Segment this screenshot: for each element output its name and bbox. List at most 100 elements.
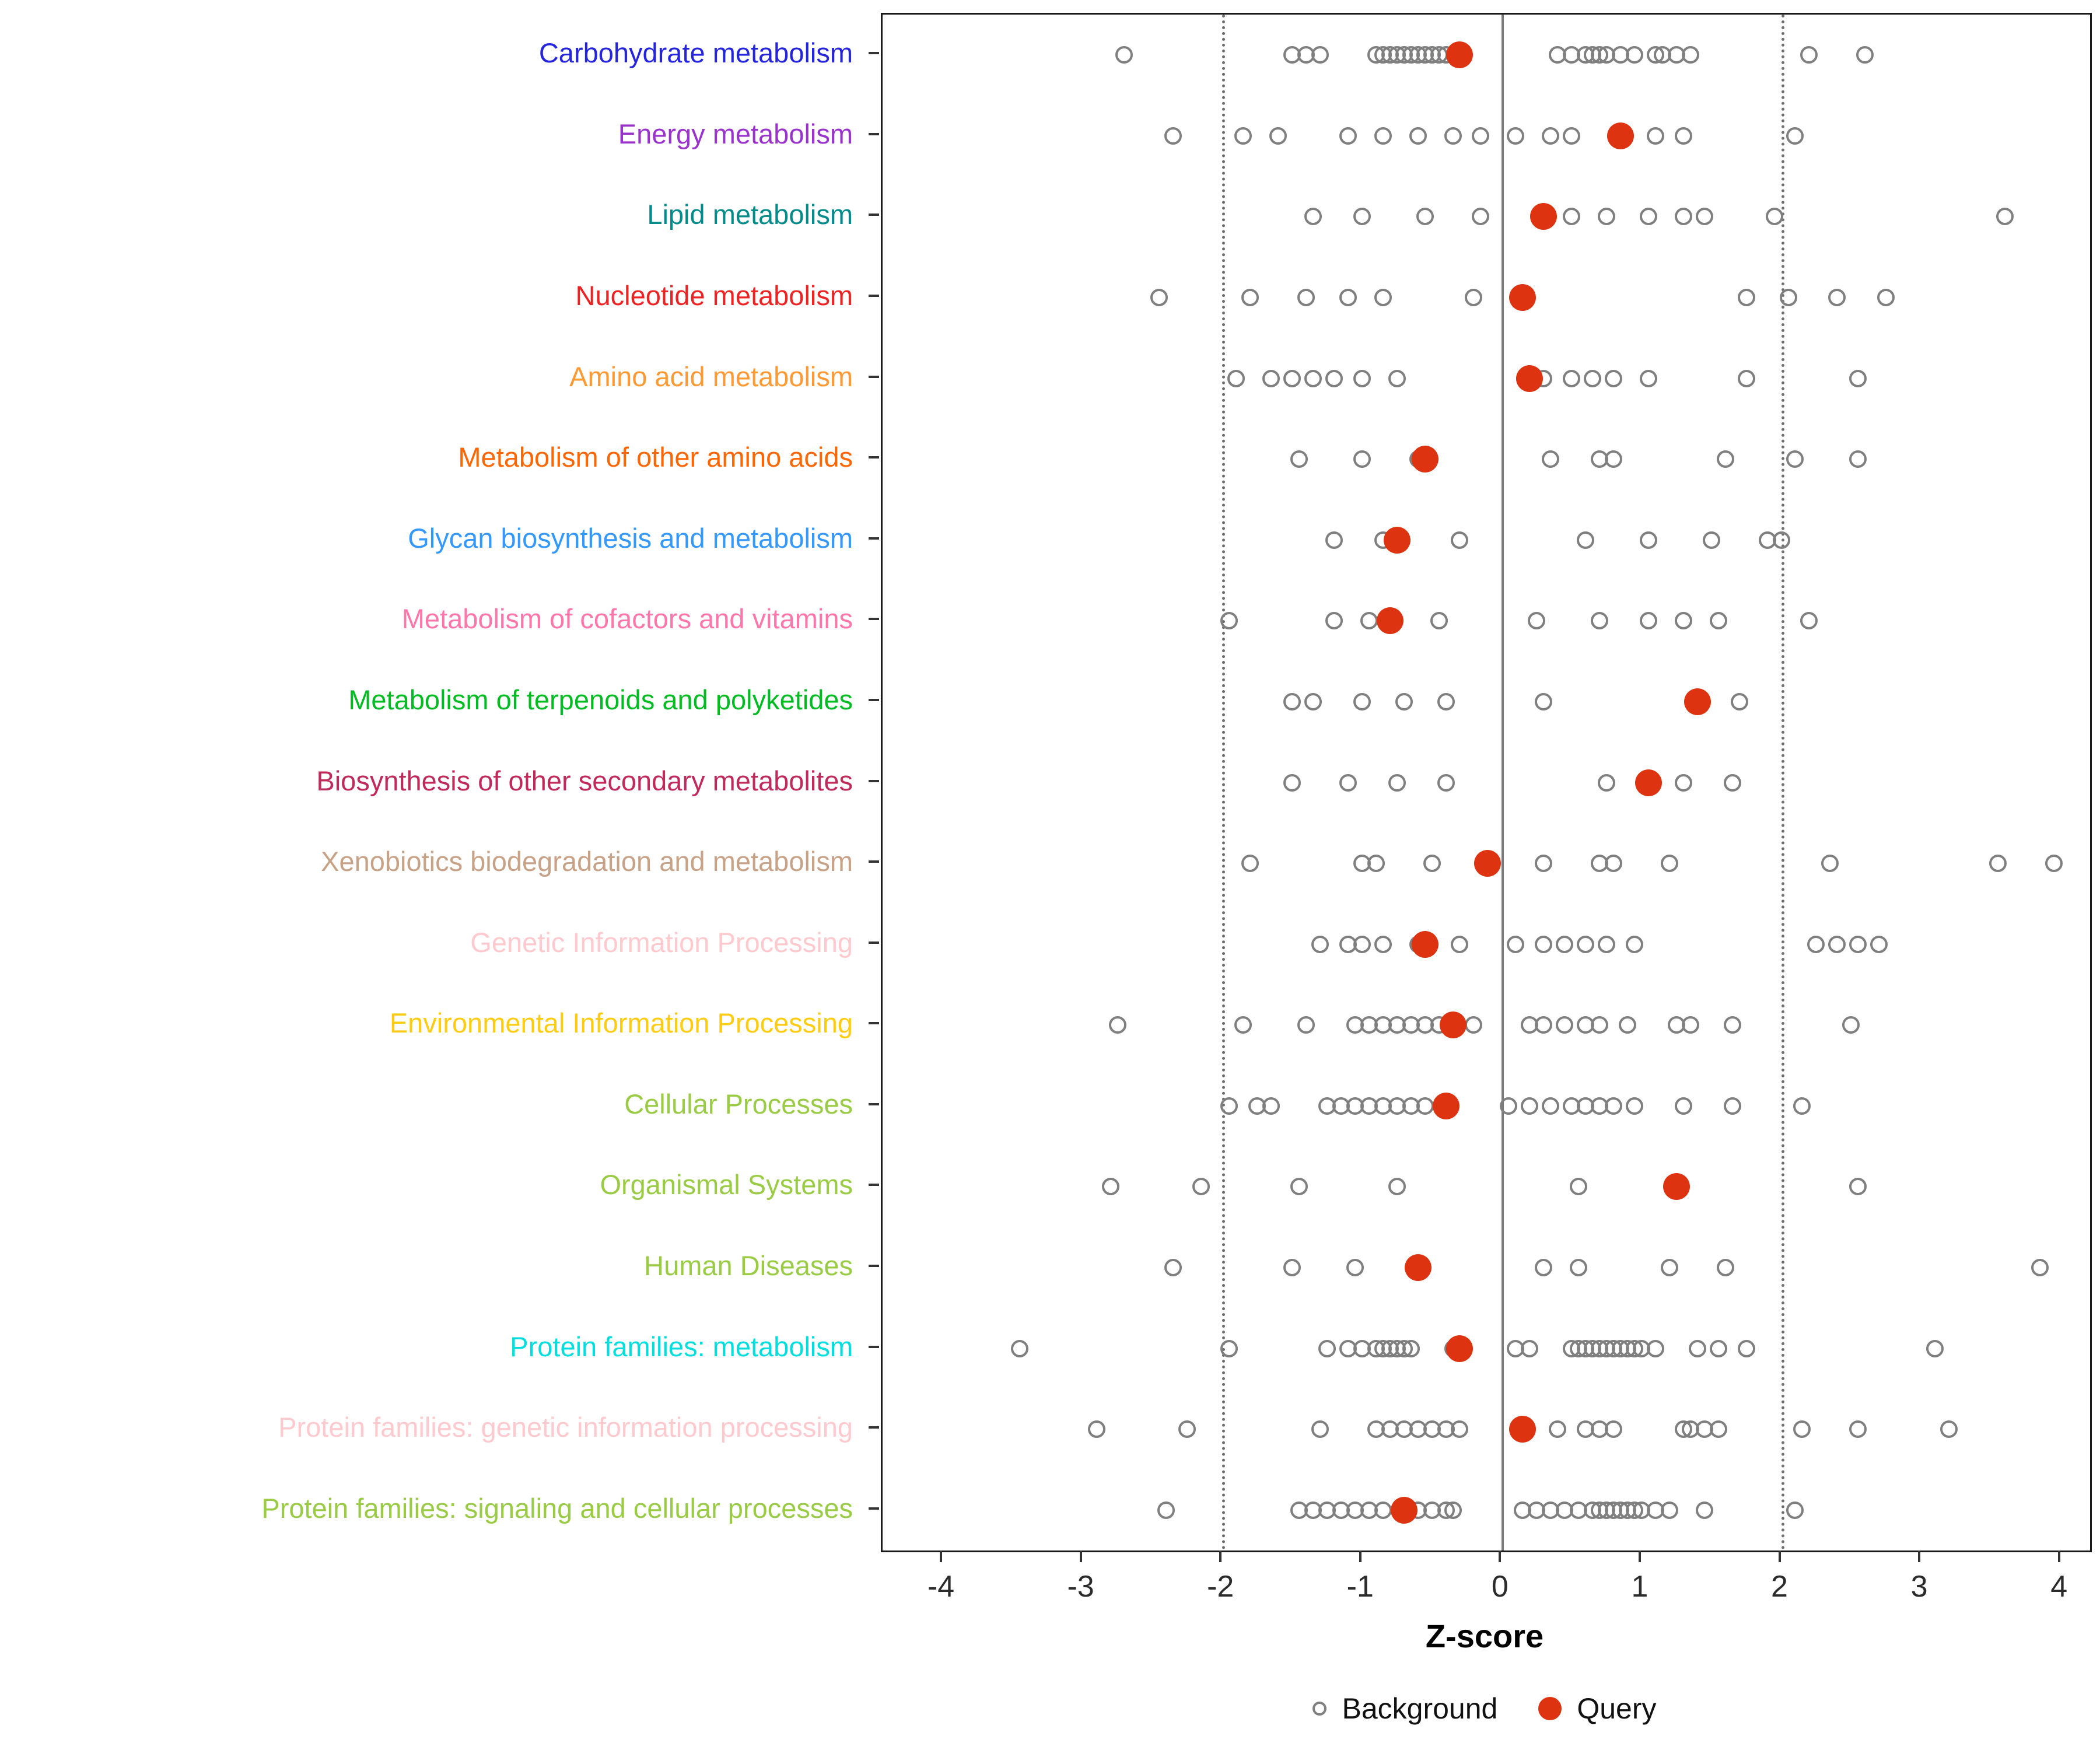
background-point: [1598, 774, 1616, 792]
query-point: [1446, 1335, 1474, 1362]
background-point: [1674, 774, 1692, 792]
x-tick-label: 2: [1771, 1570, 1788, 1604]
background-point: [1535, 935, 1553, 953]
category-label: Lipid metabolism: [647, 199, 853, 230]
background-point: [1262, 1097, 1280, 1115]
background-point: [1716, 1258, 1734, 1276]
background-point: [1639, 369, 1657, 387]
background-point: [1737, 289, 1755, 307]
background-point: [1297, 289, 1315, 307]
background-point: [1737, 1339, 1755, 1357]
x-tick-label: 3: [1910, 1570, 1928, 1604]
x-axis-tick: [1638, 1550, 1641, 1562]
legend: Background Query: [881, 1692, 2088, 1726]
background-point: [1660, 855, 1678, 873]
y-axis-tick: [869, 1345, 879, 1348]
background-point: [1549, 1420, 1567, 1438]
background-point: [1542, 450, 1560, 468]
background-point: [1598, 935, 1616, 953]
threshold-line: [1222, 15, 1226, 1550]
category-label: Genetic Information Processing: [470, 926, 853, 958]
background-point: [1283, 369, 1301, 387]
query-point: [1404, 1254, 1432, 1281]
category-label: Glycan biosynthesis and metabolism: [408, 522, 853, 554]
background-point: [1646, 127, 1664, 145]
background-point: [1716, 450, 1734, 468]
background-point: [2045, 855, 2063, 873]
background-point: [1234, 1016, 1252, 1034]
background-point: [1472, 208, 1490, 226]
background-point: [1157, 1501, 1175, 1519]
background-point: [1388, 1178, 1406, 1196]
background-point: [1577, 935, 1595, 953]
x-axis-tick: [1778, 1550, 1781, 1562]
y-axis-tick: [869, 295, 879, 298]
query-point: [1446, 41, 1474, 69]
background-point: [1821, 855, 1839, 873]
background-point-icon: [1312, 1702, 1327, 1716]
legend-label-background: Background: [1342, 1692, 1498, 1725]
background-point: [1849, 450, 1867, 468]
x-tick-label: -2: [1207, 1570, 1234, 1604]
background-point: [1318, 1339, 1336, 1357]
background-point: [1311, 1420, 1329, 1438]
background-point: [1451, 1420, 1469, 1438]
background-point: [1220, 1339, 1238, 1357]
background-point: [1688, 1339, 1706, 1357]
background-point: [1940, 1420, 1958, 1438]
category-label: Metabolism of terpenoids and polyketides: [348, 684, 853, 715]
category-label: Protein families: metabolism: [510, 1331, 853, 1362]
x-axis-tick: [1219, 1550, 1222, 1562]
x-tick-label: 0: [1491, 1570, 1508, 1604]
background-point: [1234, 127, 1252, 145]
background-point: [1570, 1258, 1588, 1276]
background-point: [1353, 450, 1371, 468]
background-point: [1695, 208, 1713, 226]
background-point: [1297, 1016, 1315, 1034]
background-point: [1290, 450, 1308, 468]
threshold-line: [1781, 15, 1784, 1550]
background-point: [1570, 1178, 1588, 1196]
background-point: [1192, 1178, 1210, 1196]
background-point: [1283, 1258, 1301, 1276]
category-label: Metabolism of cofactors and vitamins: [401, 603, 853, 635]
zero-line: [1502, 15, 1504, 1550]
background-point: [1870, 935, 1888, 953]
category-label: Organismal Systems: [600, 1169, 853, 1200]
background-point: [1577, 531, 1595, 549]
background-point: [1304, 208, 1322, 226]
background-point: [1339, 289, 1357, 307]
background-point: [1507, 935, 1525, 953]
x-axis: -4 -3 -2 -1 0 1 2 3 4: [881, 1550, 2088, 1626]
background-point: [1849, 935, 1867, 953]
background-point: [1556, 935, 1574, 953]
background-point: [1227, 369, 1245, 387]
background-point: [1828, 935, 1846, 953]
background-point: [1591, 1016, 1609, 1034]
background-point: [1311, 46, 1329, 64]
background-point: [1360, 612, 1378, 630]
query-point: [1439, 1012, 1466, 1039]
background-point: [1241, 289, 1259, 307]
query-point: [1376, 607, 1404, 635]
category-label: Environmental Information Processing: [389, 1007, 853, 1039]
background-point: [1646, 1339, 1664, 1357]
category-label: Protein families: signaling and cellular…: [261, 1492, 853, 1524]
background-point: [1500, 1097, 1518, 1115]
background-point: [1444, 1501, 1462, 1519]
background-point: [1842, 1016, 1860, 1034]
background-point: [1926, 1339, 1944, 1357]
legend-item-background: Background: [1312, 1692, 1497, 1726]
background-point: [1535, 1258, 1553, 1276]
background-point: [1220, 1097, 1238, 1115]
background-point: [1416, 1097, 1434, 1115]
background-point: [1702, 531, 1720, 549]
background-point: [1150, 289, 1168, 307]
background-point: [1681, 1016, 1699, 1034]
background-point: [1374, 935, 1392, 953]
background-point: [1346, 1258, 1364, 1276]
background-point: [1828, 289, 1846, 307]
background-point: [1241, 855, 1259, 873]
background-point: [1465, 289, 1483, 307]
x-tick-label: 4: [2050, 1570, 2068, 1604]
